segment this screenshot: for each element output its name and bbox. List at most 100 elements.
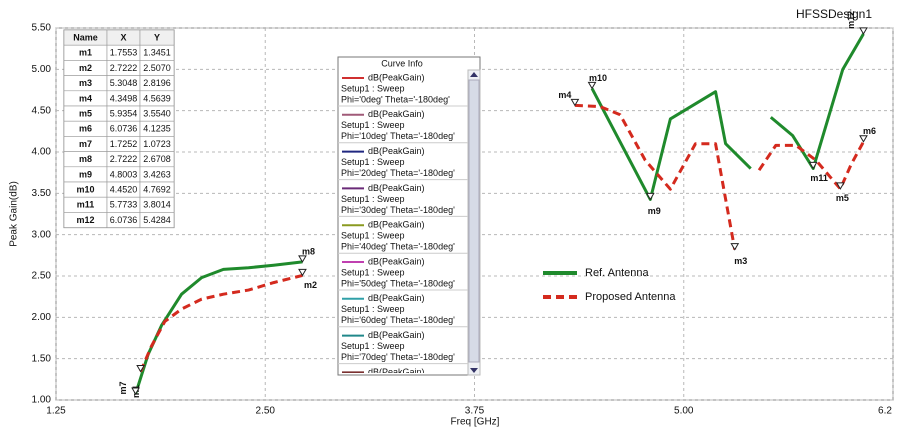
marker-label: m3 (734, 256, 747, 266)
table-text: 5.4284 (143, 215, 171, 225)
curve-info-text: Phi='30deg' Theta='-180deg' (341, 205, 455, 215)
curve-info-text: Setup1 : Sweep (341, 304, 405, 314)
y-axis-label: Peak Gain(dB) (9, 181, 20, 247)
table-header: Name (73, 32, 98, 42)
curve-info-text: Phi='40deg' Theta='-180deg' (341, 242, 455, 252)
table-text: m8 (79, 154, 92, 164)
table-text: 2.6708 (143, 154, 171, 164)
table-text: 5.3048 (110, 78, 138, 88)
table-text: m5 (79, 108, 92, 118)
curve-info-text: Setup1 : Sweep (341, 231, 405, 241)
marker-label: m6 (863, 126, 876, 136)
curve-info-text: Phi='70deg' Theta='-180deg' (341, 352, 455, 362)
curve-info-text: dB(PeakGain) (368, 330, 425, 340)
y-tick-label: 2.00 (32, 312, 52, 323)
y-tick-label: 5.00 (32, 64, 52, 75)
x-tick-label: 2.50 (256, 406, 276, 417)
marker (131, 387, 140, 396)
table-text: 5.7733 (110, 200, 138, 210)
y-tick-label: 1.00 (32, 395, 52, 406)
table-text: 2.5070 (143, 63, 171, 73)
table-text: 5.9354 (110, 108, 138, 118)
y-tick-label: 3.00 (32, 229, 52, 240)
scroll-thumb (468, 79, 480, 363)
curve-info-text: Phi='10deg' Theta='-180deg' (341, 131, 455, 141)
table-header: Y (154, 32, 160, 42)
marker (587, 81, 597, 90)
marker (298, 255, 307, 263)
marker-label: m11 (810, 173, 828, 183)
table-text: 6.0736 (110, 124, 138, 134)
table-text: 4.3498 (110, 93, 138, 103)
table-text: 1.7553 (110, 48, 138, 58)
curve-info-text: Setup1 : Sweep (341, 157, 405, 167)
marker-label: m7 (118, 382, 128, 395)
table-text: m9 (79, 169, 92, 179)
scroll-down (470, 368, 478, 373)
table-text: 2.8196 (143, 78, 171, 88)
curve-info-text: Phi='50deg' Theta='-180deg' (341, 278, 455, 288)
table-text: 4.8003 (110, 169, 138, 179)
y-tick-label: 3.50 (32, 188, 52, 199)
curve-info-text: Setup1 : Sweep (341, 267, 405, 277)
table-text: 2.7222 (110, 63, 138, 73)
table-text: 1.3451 (143, 48, 171, 58)
x-tick-label: 6.2 (878, 406, 892, 417)
curve-info-text: Phi='0deg' Theta='-180deg' (341, 94, 450, 104)
series-line (139, 103, 865, 373)
marker-label: m9 (648, 206, 661, 216)
curve-info-text: dB(PeakGain) (368, 220, 425, 230)
marker (136, 364, 145, 373)
table-text: 1.7252 (110, 139, 138, 149)
y-tick-label: 5.50 (32, 23, 52, 34)
curve-info-text: dB(PeakGain) (368, 256, 425, 266)
grid: 1.00 1.50 2.00 2.50 3.00 3.50 4.00 4.50 5.00 5.50… (32, 23, 894, 417)
marker (859, 27, 868, 35)
y-tick-label: 4.50 (32, 105, 52, 116)
table-text: 3.5540 (143, 108, 171, 118)
curve-info-text: dB(PeakGain) (368, 72, 425, 82)
table-text: 3.4263 (143, 169, 171, 179)
table-text: m10 (76, 184, 94, 194)
table-text: m6 (79, 124, 92, 134)
curve-info-text: dB(PeakGain) (368, 183, 425, 193)
table-text: 4.5639 (143, 93, 171, 103)
table-header: X (120, 32, 126, 42)
marker (730, 243, 740, 251)
curve-info-text: dB(PeakGain) (368, 293, 425, 303)
chart-title: HFSSDesign1 (796, 7, 872, 21)
table-text: 4.7692 (143, 184, 171, 194)
curve-info-text: Setup1 : Sweep (341, 120, 405, 130)
marker-label: m12 (846, 11, 856, 29)
marker-label: m10 (589, 73, 607, 83)
table-text: 6.0736 (110, 215, 138, 225)
curve-info-text: Setup1 : Sweep (341, 194, 405, 204)
plot: m1m2m3m4m5m6m7m8m9m10m11m12 (118, 11, 876, 398)
table-text: 2.7222 (110, 154, 138, 164)
x-tick-label: 3.75 (465, 406, 485, 417)
y-tick-label: 2.50 (32, 271, 52, 282)
curve-info-text: dB(PeakGain) (368, 109, 425, 119)
marker-table: Name X Ym1 1.7553 1.3451 m2 2.7222 2.5070 m3 5.30… (63, 29, 175, 229)
marker-label: m2 (304, 280, 317, 290)
table-text: m7 (79, 139, 92, 149)
x-axis-label: Freq [GHz] (451, 417, 500, 428)
table-text: 3.8014 (143, 200, 171, 210)
table-text: 4.4520 (110, 184, 138, 194)
table-text: m1 (79, 48, 92, 58)
table-cell (139, 212, 175, 228)
marker (808, 161, 818, 170)
table-text: m4 (79, 93, 92, 103)
legend-label: Ref. Antenna (585, 267, 649, 279)
curve-info-text: dB(PeakGain) (368, 367, 425, 377)
table-text: m12 (76, 215, 94, 225)
marker (835, 182, 845, 190)
x-tick-label: 5.00 (674, 406, 694, 417)
curve-info-text: Phi='60deg' Theta='-180deg' (341, 315, 455, 325)
legend-label: Proposed Antenna (585, 291, 676, 303)
curve-info-title: Curve Info (381, 58, 423, 68)
marker (298, 268, 307, 277)
table-text: 4.1235 (143, 124, 171, 134)
